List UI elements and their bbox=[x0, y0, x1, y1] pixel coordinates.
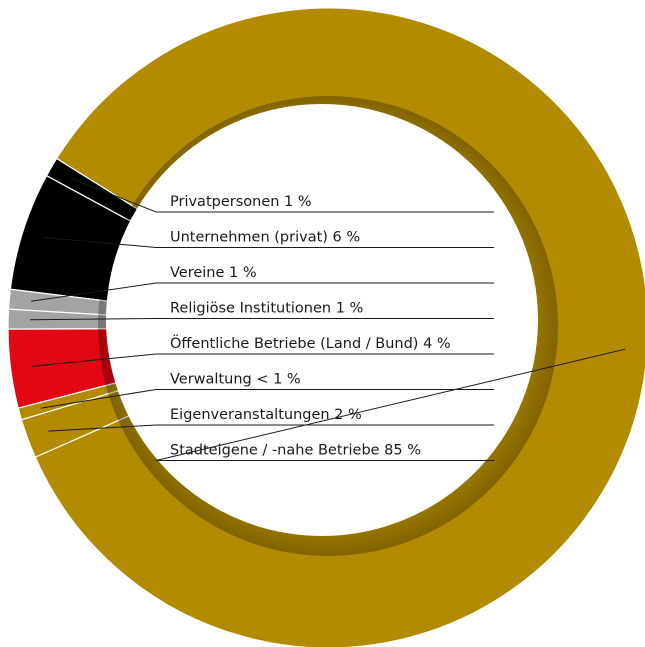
slice-labels: Privatpersonen 1 % Unternehmen (privat) 6… bbox=[30, 177, 626, 461]
leader-line-1 bbox=[44, 237, 494, 248]
slice-label-7: Stadteigene / -nahe Betriebe 85 % bbox=[170, 443, 421, 459]
leader-line-5 bbox=[40, 389, 494, 409]
leader-line-0 bbox=[70, 177, 494, 213]
slice-label-2: Vereine 1 % bbox=[170, 265, 257, 281]
slice-label-4: Öffentliche Betriebe (Land / Bund) 4 % bbox=[170, 334, 451, 352]
leader-line-6 bbox=[48, 424, 494, 432]
slice-label-6: Eigenveranstaltungen 2 % bbox=[170, 407, 362, 423]
slice-label-1: Unternehmen (privat) 6 % bbox=[170, 230, 360, 246]
slice-label-5: Verwaltung < 1 % bbox=[170, 372, 301, 388]
donut-hole bbox=[106, 104, 538, 536]
slice-label-3: Religiöse Institutionen 1 % bbox=[170, 301, 363, 317]
slice-label-0: Privatpersonen 1 % bbox=[170, 194, 312, 210]
leader-line-3 bbox=[30, 318, 494, 321]
leader-line-7 bbox=[155, 348, 626, 461]
leader-line-2 bbox=[31, 282, 494, 302]
leader-line-4 bbox=[32, 353, 494, 367]
